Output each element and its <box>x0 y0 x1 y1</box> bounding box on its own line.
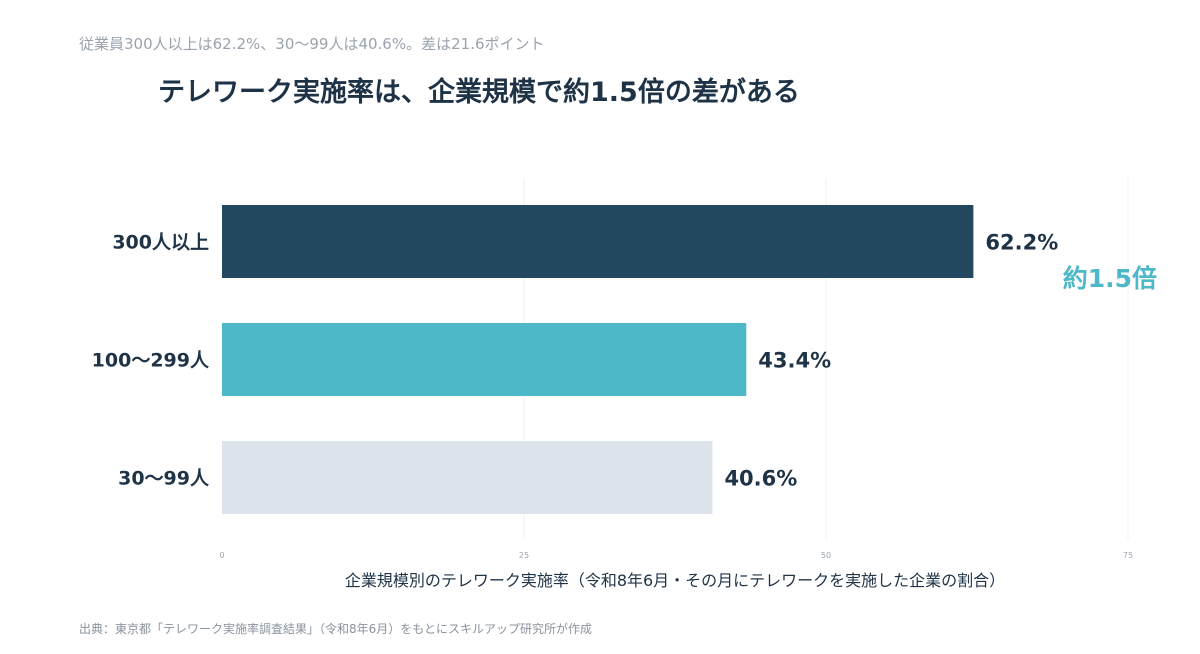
value-label-2: 40.6% <box>724 467 797 491</box>
source-note: 出典：東京都「テレワーク実施率調査結果」（令和8年6月）をもとにスキルアップ研究… <box>79 622 593 636</box>
x-tick-label-3: 75 <box>1123 551 1133 560</box>
x-tick-label-2: 50 <box>821 551 831 560</box>
x-tick-label-0: 0 <box>219 551 224 560</box>
bar-1 <box>222 323 747 396</box>
value-label-1: 43.4% <box>758 349 831 373</box>
chart-subtitle: 従業員300人以上は62.2%、30〜99人は40.6%。差は21.6ポイント <box>79 35 545 53</box>
bar-2 <box>222 441 713 514</box>
ratio-annotation: 約1.5倍 <box>1063 264 1157 293</box>
chart-title: テレワーク実施率は、企業規模で約1.5倍の差がある <box>158 77 800 108</box>
category-label-1: 100〜299人 <box>92 350 210 372</box>
x-tick-label-1: 25 <box>519 551 529 560</box>
value-label-0: 62.2% <box>985 231 1058 255</box>
x-axis-label: 企業規模別のテレワーク実施率（令和8年6月・その月にテレワークを実施した企業の割… <box>345 571 1005 590</box>
category-label-0: 300人以上 <box>112 232 209 254</box>
bar-0 <box>222 205 974 278</box>
category-label-2: 30〜99人 <box>118 468 210 490</box>
